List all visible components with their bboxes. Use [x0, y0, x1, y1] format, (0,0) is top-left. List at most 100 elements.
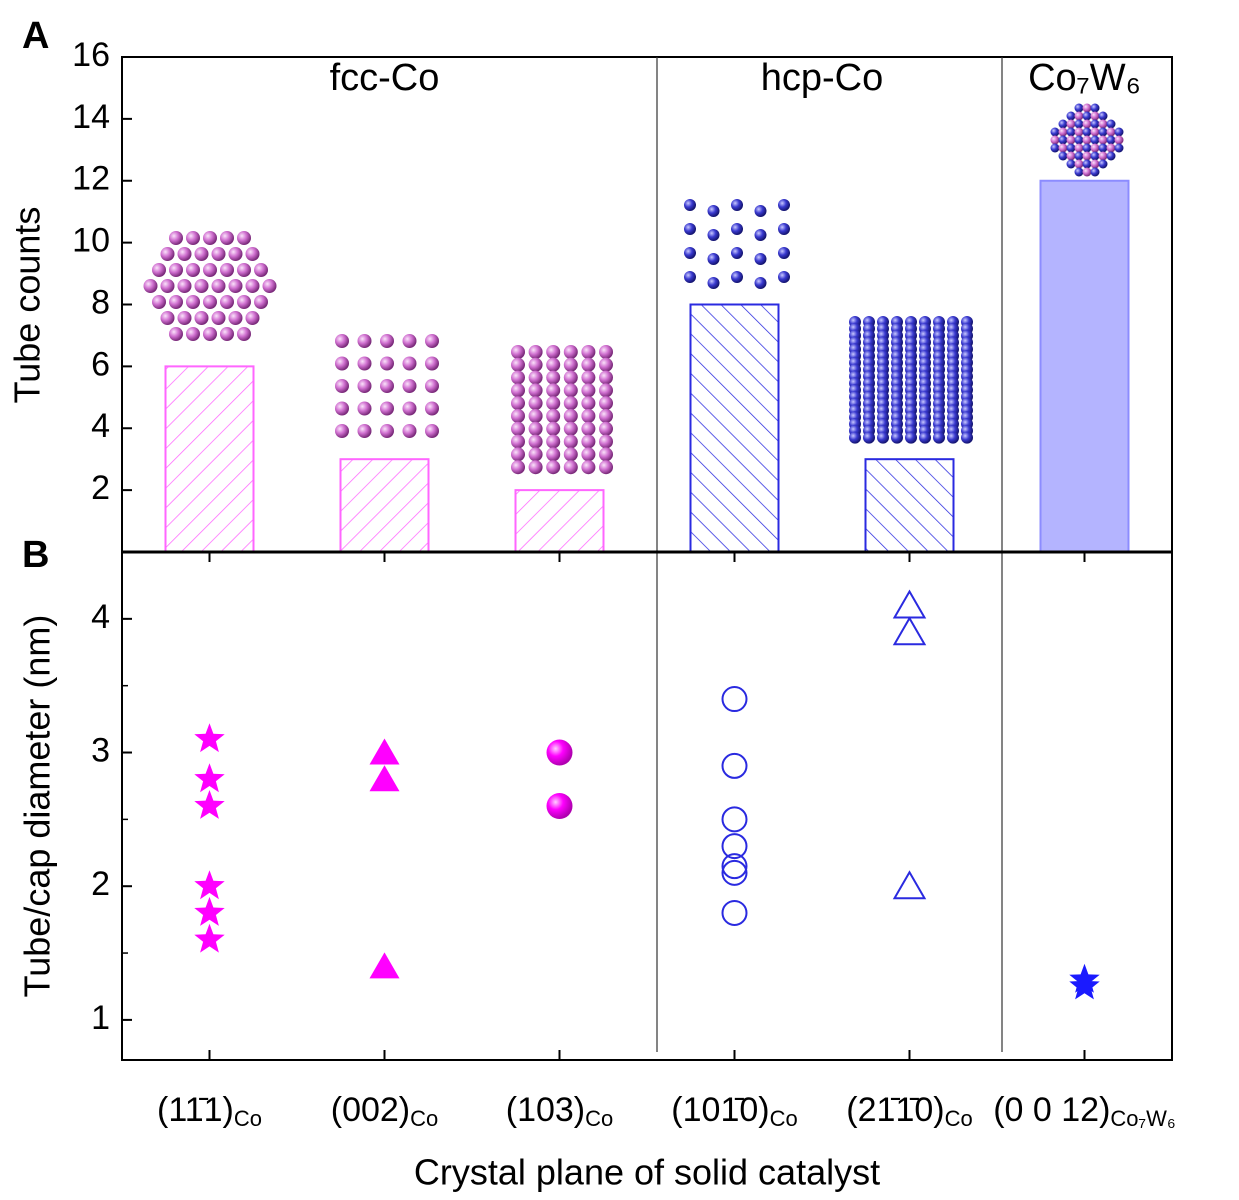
x-tick-main: (11̄1) — [157, 1091, 234, 1129]
atom — [511, 370, 525, 385]
atom — [169, 327, 183, 341]
x-tick-label: (11̄1)Co — [157, 1091, 262, 1131]
x-tick-sub: Co₇W₆ — [1110, 1106, 1175, 1131]
marker-star — [194, 763, 225, 793]
atom — [1074, 103, 1084, 113]
x-tick-label: (21̄1̄0)Co — [846, 1091, 972, 1131]
atom — [919, 431, 931, 444]
atom — [186, 327, 200, 341]
atom — [237, 263, 251, 277]
atom — [262, 279, 277, 293]
atom — [380, 424, 394, 438]
atom — [357, 356, 372, 371]
atom — [1074, 111, 1084, 121]
atom — [160, 247, 175, 261]
bar — [514, 489, 605, 553]
x-tick-main: (21̄1̄0) — [846, 1091, 944, 1129]
x-tick-main: (002) — [331, 1091, 410, 1129]
x-tick-label: (101̄0)Co — [671, 1091, 797, 1131]
x-tick-label: (0 0 12)Co₇W₆ — [993, 1091, 1176, 1131]
atom — [546, 421, 561, 436]
atom — [581, 421, 596, 436]
atom — [546, 357, 561, 372]
panel-label: A — [22, 15, 49, 57]
atom — [581, 460, 596, 475]
atom — [425, 424, 439, 438]
atom — [1090, 111, 1100, 121]
atom — [335, 379, 349, 393]
atom — [357, 424, 372, 438]
atom — [228, 311, 243, 325]
atom — [335, 401, 349, 416]
x-tick-main: (0 0 12) — [993, 1091, 1110, 1129]
marker-triangle — [892, 616, 927, 646]
atom — [778, 223, 790, 235]
atom — [1074, 143, 1084, 153]
atom — [599, 421, 613, 436]
atom — [546, 370, 561, 385]
atom — [1082, 119, 1092, 129]
atom — [425, 356, 439, 371]
x-tick-label: (002)Co — [331, 1091, 439, 1131]
atom — [599, 370, 613, 385]
y-tick-label: 14 — [72, 98, 110, 136]
plot-frame — [121, 551, 1173, 1061]
atom — [563, 421, 578, 436]
atom — [1098, 111, 1108, 121]
section-label: Co₇W₆ — [1028, 57, 1141, 99]
marker-star — [194, 790, 225, 819]
atom — [581, 409, 596, 423]
atom — [528, 357, 543, 372]
bar — [339, 458, 430, 553]
section-label: hcp-Co — [761, 57, 884, 99]
atom — [186, 295, 200, 309]
atom — [1090, 103, 1100, 113]
atom — [357, 401, 372, 416]
bar — [164, 365, 255, 553]
atom — [1090, 135, 1100, 145]
atom — [947, 431, 959, 444]
atom — [1082, 159, 1092, 169]
atom — [511, 447, 525, 462]
atom — [563, 345, 578, 359]
atom — [1082, 167, 1092, 177]
atom — [684, 271, 696, 283]
atom — [528, 409, 543, 423]
atom — [1058, 143, 1068, 153]
atom — [581, 447, 596, 462]
marker-star — [194, 923, 225, 953]
atom — [684, 247, 696, 259]
atom — [1066, 151, 1076, 161]
atom — [528, 383, 543, 398]
atom — [1074, 159, 1084, 169]
atom — [754, 205, 767, 217]
marker-star — [194, 723, 225, 753]
atom — [1098, 143, 1108, 153]
atom — [731, 271, 743, 283]
atom — [1106, 151, 1116, 161]
atom — [707, 229, 720, 241]
atom — [203, 295, 217, 309]
y-tick-label: 1 — [91, 999, 110, 1037]
atom — [220, 295, 234, 309]
atom — [1074, 167, 1084, 177]
atom — [1090, 167, 1100, 177]
atom — [599, 434, 613, 449]
y-axis-label: Tube counts — [7, 207, 48, 404]
y-tick-label: 4 — [91, 598, 110, 636]
atom — [380, 401, 394, 416]
atom — [1082, 111, 1092, 121]
atom — [528, 434, 543, 449]
atom — [1082, 127, 1092, 137]
atom — [402, 379, 417, 393]
atom — [599, 447, 613, 462]
atom — [731, 223, 743, 235]
y-tick-label: 10 — [72, 222, 110, 260]
atom — [1066, 127, 1076, 137]
atom — [528, 370, 543, 385]
x-tick-main: (101̄0) — [671, 1091, 769, 1129]
atom — [707, 205, 720, 217]
atom — [754, 253, 767, 265]
atom — [684, 199, 696, 211]
